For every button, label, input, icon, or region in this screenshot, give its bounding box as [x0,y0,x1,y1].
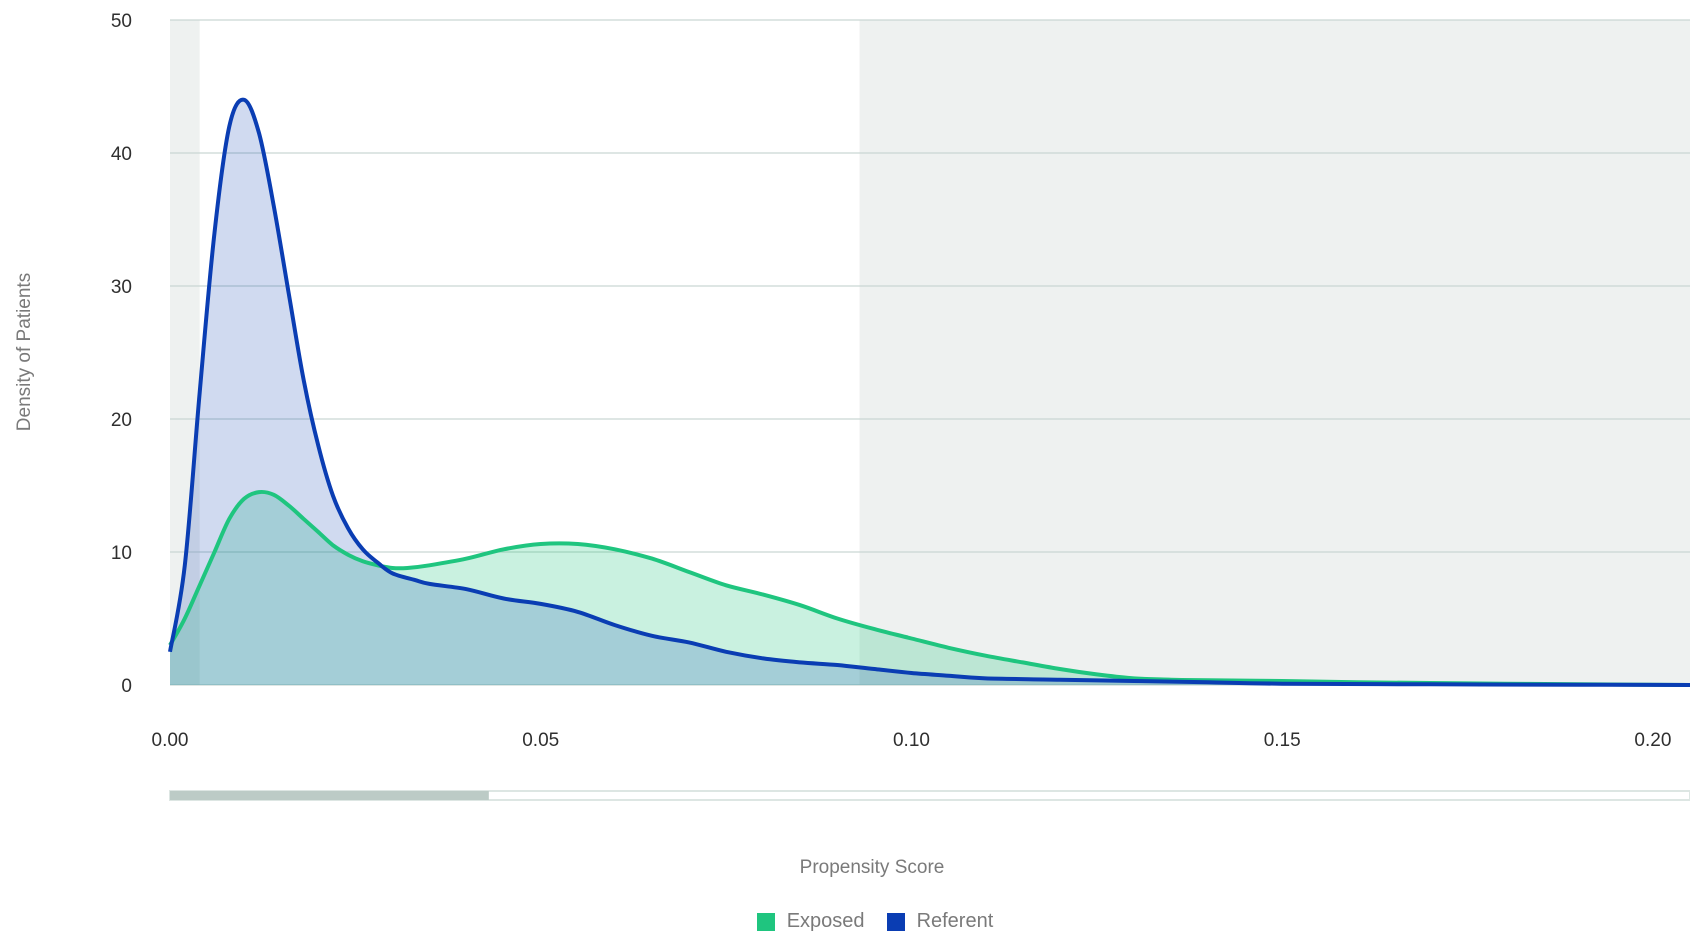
line-referent [168,97,1690,687]
x-axis-ticks: 0.00 0.05 0.10 0.15 0.20 [152,730,1672,751]
legend-item-exposed[interactable]: Exposed [756,910,865,933]
y-tick-label: 20 [111,410,132,431]
x-tick-label: 0.05 [522,730,559,751]
y-tick-label: 30 [111,277,132,298]
area-exposed [170,491,1690,685]
y-tick-label: 40 [111,144,132,165]
y-tick-label: 0 [121,676,132,697]
x-tick-label: 0.20 [1634,730,1671,751]
x-tick-label: 0.10 [893,730,930,751]
y-tick-label: 10 [111,543,132,564]
y-axis-title: Density of Patients [14,273,35,431]
x-tick-label: 0.15 [1264,730,1301,751]
x-axis-title: Propensity Score [800,857,945,878]
range-slider-thumb[interactable] [170,791,489,800]
legend-label-exposed: Exposed [786,910,865,932]
legend-label-referent: Referent [916,910,994,932]
area-referent [170,99,1690,685]
legend: Exposed Referent [0,910,1690,933]
y-axis-ticks: 0 10 20 30 40 50 [111,11,132,697]
range-slider[interactable] [169,790,1690,801]
y-tick-label: 50 [111,11,132,32]
legend-swatch-exposed [756,912,775,931]
series-areas [170,99,1690,685]
legend-item-referent[interactable]: Referent [886,910,994,933]
legend-swatch-referent [886,912,905,931]
gridlines [170,19,1690,686]
shaded-regions [170,20,1690,685]
series-lines [168,97,1690,687]
shaded-region-1 [859,20,1690,685]
x-tick-label: 0.00 [152,730,189,751]
